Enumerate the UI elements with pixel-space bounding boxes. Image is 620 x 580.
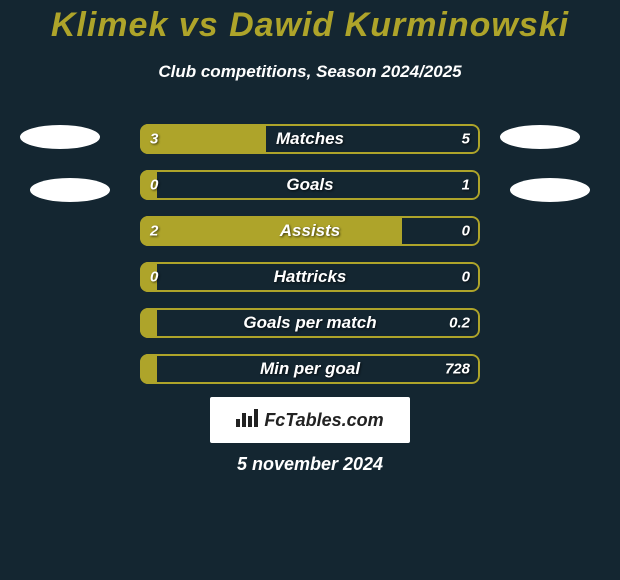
team-badge-placeholder bbox=[30, 178, 110, 202]
comparison-infographic: Klimek vs Dawid Kurminowski Club competi… bbox=[0, 0, 620, 580]
stat-bar: Goals 0 1 bbox=[140, 170, 480, 200]
stat-bar-label: Assists bbox=[280, 221, 340, 241]
team-badge-placeholder bbox=[20, 125, 100, 149]
stat-bar-right-value: 0.2 bbox=[449, 315, 470, 332]
stat-bar-label: Hattricks bbox=[274, 267, 347, 287]
stat-bar-left-value: 0 bbox=[150, 177, 158, 194]
team-badge-placeholder bbox=[500, 125, 580, 149]
stat-bar-fill bbox=[140, 308, 157, 338]
date-label: 5 november 2024 bbox=[237, 454, 383, 475]
stat-bar: Min per goal 728 bbox=[140, 354, 480, 384]
stat-bar-right-value: 728 bbox=[445, 361, 470, 378]
stat-bar-fill bbox=[140, 354, 157, 384]
stat-bar-fill bbox=[140, 216, 402, 246]
stat-bar-left-value: 0 bbox=[150, 269, 158, 286]
subtitle: Club competitions, Season 2024/2025 bbox=[0, 62, 620, 82]
stat-bar-label: Min per goal bbox=[260, 359, 360, 379]
stat-bar-right-value: 0 bbox=[462, 223, 470, 240]
watermark: FcTables.com bbox=[210, 397, 410, 443]
chart-icon bbox=[236, 409, 258, 432]
stat-bars: Matches35Goals01Assists20Hattricks00Goal… bbox=[140, 124, 480, 384]
stat-bar-right-value: 1 bbox=[462, 177, 470, 194]
watermark-text: FcTables.com bbox=[264, 410, 383, 431]
stat-bar: Hattricks 0 0 bbox=[140, 262, 480, 292]
stat-bar-label: Goals per match bbox=[243, 313, 376, 333]
stat-bar-left-value: 2 bbox=[150, 223, 158, 240]
stat-bar-right-value: 5 bbox=[462, 131, 470, 148]
stat-bar-left-value: 3 bbox=[150, 131, 158, 148]
team-badge-placeholder bbox=[510, 178, 590, 202]
stat-bar-right-value: 0 bbox=[462, 269, 470, 286]
stat-bar: Goals per match 0.2 bbox=[140, 308, 480, 338]
stat-bar-fill bbox=[140, 124, 266, 154]
page-title: Klimek vs Dawid Kurminowski bbox=[0, 6, 620, 45]
stat-bar: Matches 3 5 bbox=[140, 124, 480, 154]
stat-bar-label: Matches bbox=[276, 129, 344, 149]
stat-bar: Assists 2 0 bbox=[140, 216, 480, 246]
stat-bar-label: Goals bbox=[286, 175, 333, 195]
